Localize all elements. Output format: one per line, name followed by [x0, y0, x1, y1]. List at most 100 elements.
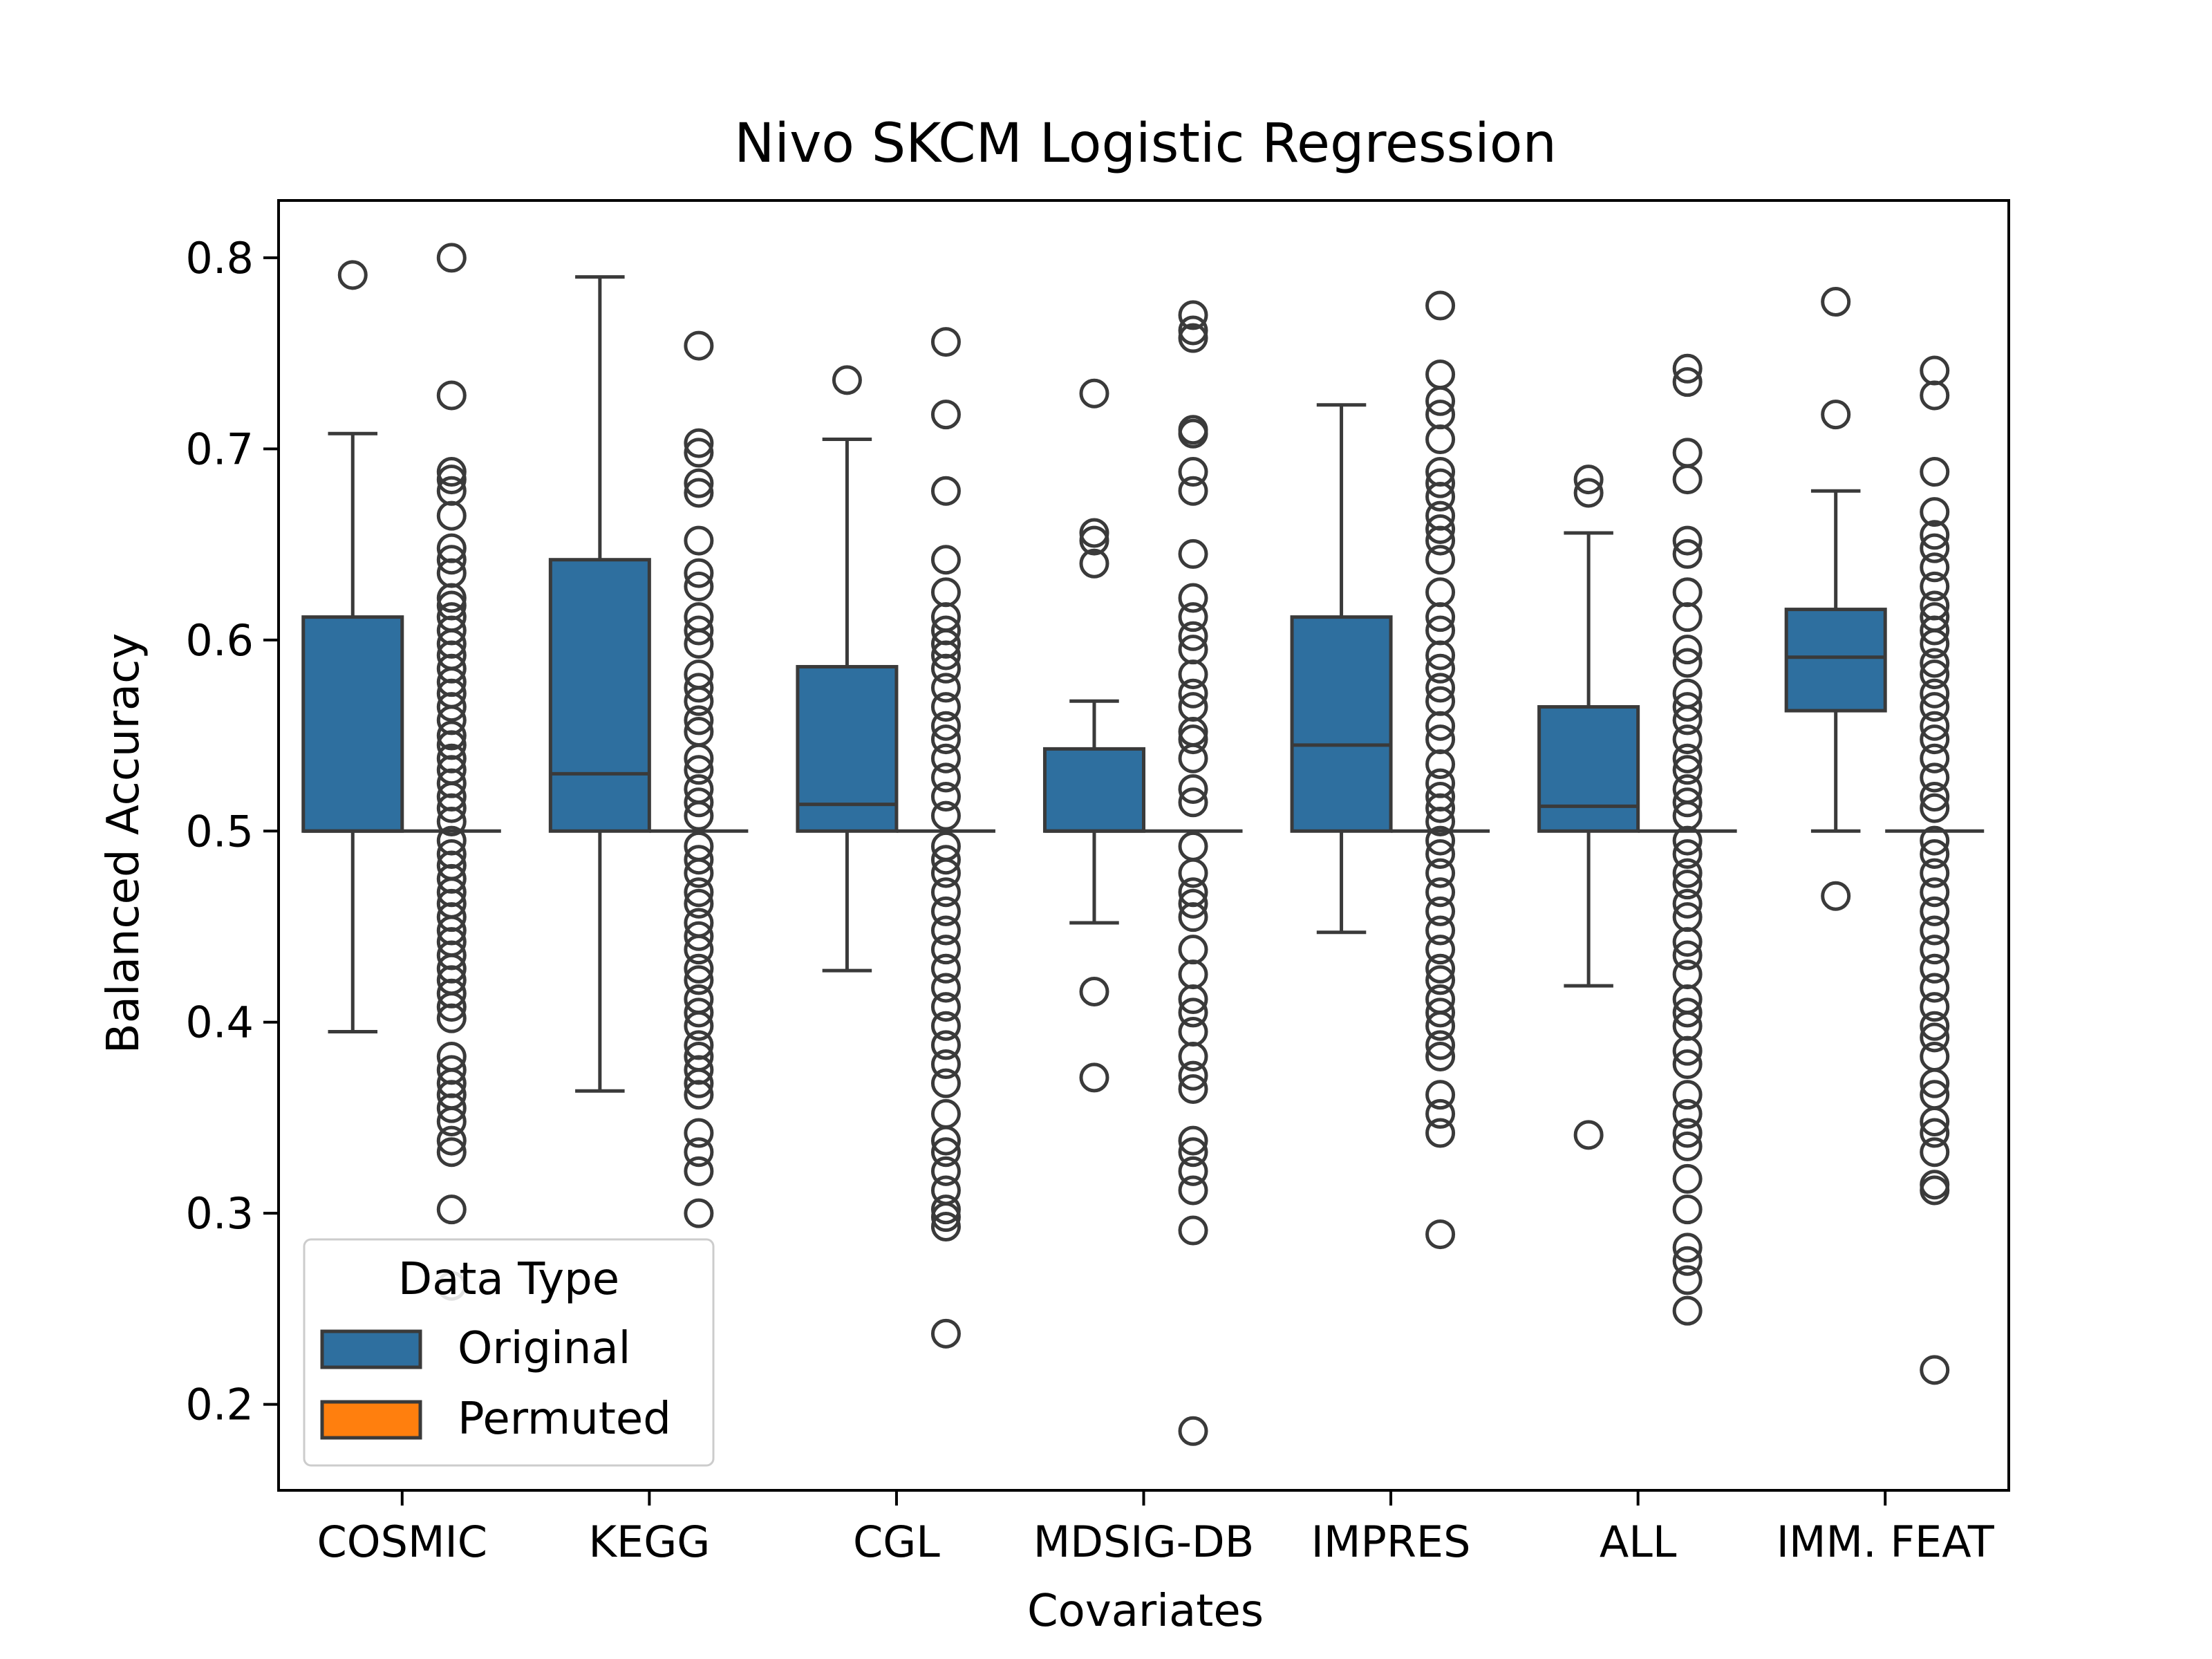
outlier-point: [1672, 1265, 1703, 1295]
outlier-point: [1920, 1355, 1950, 1385]
outlier-point: [1672, 1163, 1703, 1194]
outlier-point: [1920, 973, 1950, 1003]
outlier-point: [1920, 896, 1950, 926]
outlier-point: [436, 243, 467, 273]
outlier-point: [930, 762, 961, 793]
box-group-original: [1290, 403, 1393, 935]
x-tick-label: IMM. FEAT: [1777, 1517, 1995, 1567]
legend-swatch-permuted: [320, 1400, 422, 1440]
outlier-point: [1425, 514, 1456, 544]
outlier-point: [1672, 1246, 1703, 1276]
outlier-point: [1178, 1215, 1208, 1246]
outlier-point: [1920, 915, 1950, 946]
outlier-point: [1672, 743, 1703, 774]
outlier-point: [1920, 628, 1950, 659]
outlier-point: [684, 1137, 714, 1168]
outlier-point: [436, 1106, 467, 1136]
outlier-point: [1821, 400, 1851, 430]
outlier-point: [1425, 525, 1456, 556]
outlier-point: [1425, 825, 1456, 856]
box-group-original: [796, 365, 899, 973]
x-tick-label: MDSIG-DB: [1033, 1517, 1255, 1567]
outlier-point: [1672, 825, 1703, 856]
outlier-point: [930, 743, 961, 774]
outlier-point: [1425, 1011, 1456, 1041]
outlier-point: [684, 1080, 714, 1110]
outlier-point: [930, 782, 961, 812]
outlier-point: [1920, 1068, 1950, 1098]
outlier-point: [1178, 1416, 1208, 1446]
outlier-point: [1920, 858, 1950, 888]
outlier-point: [1079, 378, 1109, 409]
outlier-point: [1178, 323, 1208, 353]
outlier-point: [1672, 538, 1703, 569]
box-group-original: [301, 260, 404, 1034]
outlier-point: [684, 755, 714, 785]
outlier-point: [1672, 927, 1703, 957]
y-tick-label: 0.3: [185, 1188, 254, 1239]
outlier-point: [1920, 762, 1950, 793]
outlier-point: [1425, 965, 1456, 995]
outlier-point: [1425, 602, 1456, 632]
outlier-point: [930, 845, 961, 875]
outlier-point: [1920, 992, 1950, 1022]
outlier-point: [1920, 724, 1950, 755]
outlier-point: [684, 935, 714, 965]
outlier-point: [684, 558, 714, 588]
outlier-point: [1178, 1125, 1208, 1156]
outlier-point: [436, 1093, 467, 1123]
outlier-point: [1672, 1232, 1703, 1263]
outlier-point: [1425, 653, 1456, 684]
y-tick-label: 0.4: [185, 997, 254, 1048]
outlier-point: [1920, 935, 1950, 965]
outlier-point: [1425, 424, 1456, 455]
outlier-point: [684, 845, 714, 875]
outlier-point: [930, 1011, 961, 1041]
box-group-permuted: [1143, 300, 1243, 1446]
outlier-point: [1920, 782, 1950, 812]
outlier-point: [684, 888, 714, 919]
outlier-point: [1672, 997, 1703, 1028]
outlier-point: [930, 1068, 961, 1098]
outlier-point: [1425, 877, 1456, 908]
outlier-point: [1425, 838, 1456, 869]
outlier-point: [1425, 953, 1456, 984]
y-axis: 0.2 0.3 0.4 0.5 0.6 0.7 0.8: [185, 233, 279, 1430]
outlier-point: [436, 583, 467, 613]
outlier-point: [337, 260, 368, 290]
outlier-point: [1672, 888, 1703, 919]
y-tick-label: 0.7: [185, 424, 254, 474]
outlier-point: [930, 1202, 961, 1232]
outlier-point: [1178, 659, 1208, 690]
outlier-point: [684, 438, 714, 468]
outlier-point: [684, 1156, 714, 1186]
outlier-point: [1178, 300, 1208, 330]
outlier-point: [1079, 1062, 1109, 1093]
x-tick-label: CGL: [853, 1517, 940, 1567]
outlier-point: [930, 653, 961, 684]
outlier-point: [930, 896, 961, 926]
legend-label-permuted: Permuted: [458, 1394, 671, 1445]
legend-title: Data Type: [398, 1254, 619, 1305]
outlier-point: [436, 457, 467, 487]
plot-marks: [301, 243, 1985, 1446]
box-body: [1290, 615, 1393, 833]
outlier-point: [1079, 525, 1109, 556]
outlier-point: [1672, 870, 1703, 900]
outlier-point: [1178, 902, 1208, 932]
outlier-point: [436, 1194, 467, 1225]
outlier-point: [1920, 659, 1950, 690]
outlier-point: [684, 686, 714, 716]
outlier-point: [930, 935, 961, 965]
outlier-point: [1672, 838, 1703, 869]
x-tick-label: ALL: [1600, 1517, 1677, 1567]
y-axis-label: Balanced Accuracy: [98, 633, 149, 1053]
outlier-point: [1425, 915, 1456, 946]
outlier-point: [436, 1137, 467, 1168]
outlier-point: [1178, 678, 1208, 709]
outlier-point: [1178, 621, 1208, 651]
outlier-point: [684, 571, 714, 601]
outlier-point: [1672, 724, 1703, 755]
outlier-point: [1672, 635, 1703, 665]
outlier-point: [1425, 858, 1456, 888]
